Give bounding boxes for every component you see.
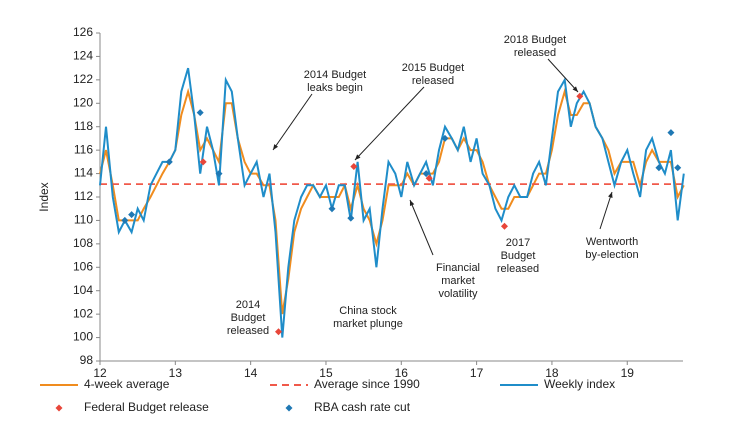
y-tick-label: 122: [73, 72, 93, 86]
y-tick-label: 118: [74, 119, 93, 133]
y-tick-label: 110: [74, 213, 93, 227]
x-tick-label: 18: [545, 366, 559, 380]
arrow-head: [608, 192, 613, 198]
annotation: 2014: [236, 299, 260, 311]
annotation-arrow: [272, 93, 313, 151]
annotation: by-election: [585, 249, 638, 261]
annotation: 2014 Budget: [304, 69, 366, 81]
legend-label: Average since 1990: [314, 377, 420, 391]
y-tick-label: 124: [73, 49, 93, 63]
event-marker: [350, 163, 358, 171]
x-tick-label: 16: [395, 366, 409, 380]
y-tick-label: 104: [73, 283, 93, 297]
event-marker: [500, 222, 508, 230]
x-tick-label: 17: [470, 366, 484, 380]
event-marker: [121, 216, 129, 224]
y-tick-label: 116: [74, 142, 93, 156]
y-tick-label: 112: [74, 189, 93, 203]
arrow-head: [409, 200, 415, 206]
annotation: China stock: [339, 305, 397, 317]
event-marker: [422, 170, 430, 178]
event-marker: [674, 164, 682, 172]
legend-label: 4-week average: [84, 377, 170, 391]
annotation: released: [514, 47, 556, 59]
annotation-arrow: [409, 199, 434, 256]
y-tick-label: 126: [73, 25, 93, 39]
event-marker: [165, 158, 173, 166]
legend-label: Weekly index: [544, 377, 615, 391]
annotation: leaks begin: [307, 82, 363, 94]
x-tick-label: 14: [244, 366, 258, 380]
annotation: Budget: [231, 312, 266, 324]
y-tick-label: 120: [73, 95, 93, 109]
x-tick-label: 12: [93, 366, 107, 380]
arrow-head: [273, 144, 279, 150]
y-tick-label: 98: [80, 353, 94, 367]
annotation: market plunge: [333, 318, 403, 330]
annotation-arrow: [354, 86, 425, 161]
annotation: market: [441, 275, 475, 287]
annotation: released: [227, 325, 269, 337]
event-marker: [128, 211, 136, 219]
event-marker: [196, 109, 204, 117]
legend-swatch: [285, 404, 293, 412]
legend-swatch: [55, 404, 63, 412]
event-marker: [199, 158, 207, 166]
annotation-arrow: [547, 58, 579, 93]
x-tick-label: 13: [169, 366, 183, 380]
annotation: Budget: [501, 250, 536, 262]
series-line: [99, 87, 685, 315]
x-tick-label: 19: [621, 366, 635, 380]
y-tick-label: 114: [74, 166, 93, 180]
event-marker: [655, 164, 663, 172]
y-tick-label: 108: [73, 236, 93, 250]
event-marker: [347, 214, 355, 222]
annotation: released: [497, 263, 539, 275]
arrow-head: [572, 86, 578, 92]
event-marker: [215, 170, 223, 178]
annotation: 2015 Budget: [402, 62, 464, 74]
event-marker: [328, 205, 336, 213]
annotation: 2018 Budget: [504, 34, 566, 46]
series-line: [99, 67, 685, 338]
event-marker: [275, 328, 283, 336]
y-axis-label: Index: [37, 182, 51, 211]
annotation-arrow: [599, 191, 613, 230]
x-tick-label: 15: [319, 366, 333, 380]
annotation: 2017: [506, 237, 530, 249]
y-tick-label: 100: [73, 330, 93, 344]
legend-label: RBA cash rate cut: [314, 400, 411, 414]
annotation: volatility: [438, 288, 478, 300]
arrow-head: [355, 154, 361, 160]
event-marker: [441, 134, 449, 142]
annotation: Wentworth: [586, 236, 638, 248]
legend-label: Federal Budget release: [84, 400, 209, 414]
y-tick-label: 102: [73, 306, 93, 320]
event-marker: [667, 129, 675, 137]
y-tick-label: 106: [73, 259, 93, 273]
event-marker: [576, 92, 584, 100]
annotation: released: [412, 75, 454, 87]
annotation: Financial: [436, 262, 480, 274]
event-marker: [425, 174, 433, 182]
